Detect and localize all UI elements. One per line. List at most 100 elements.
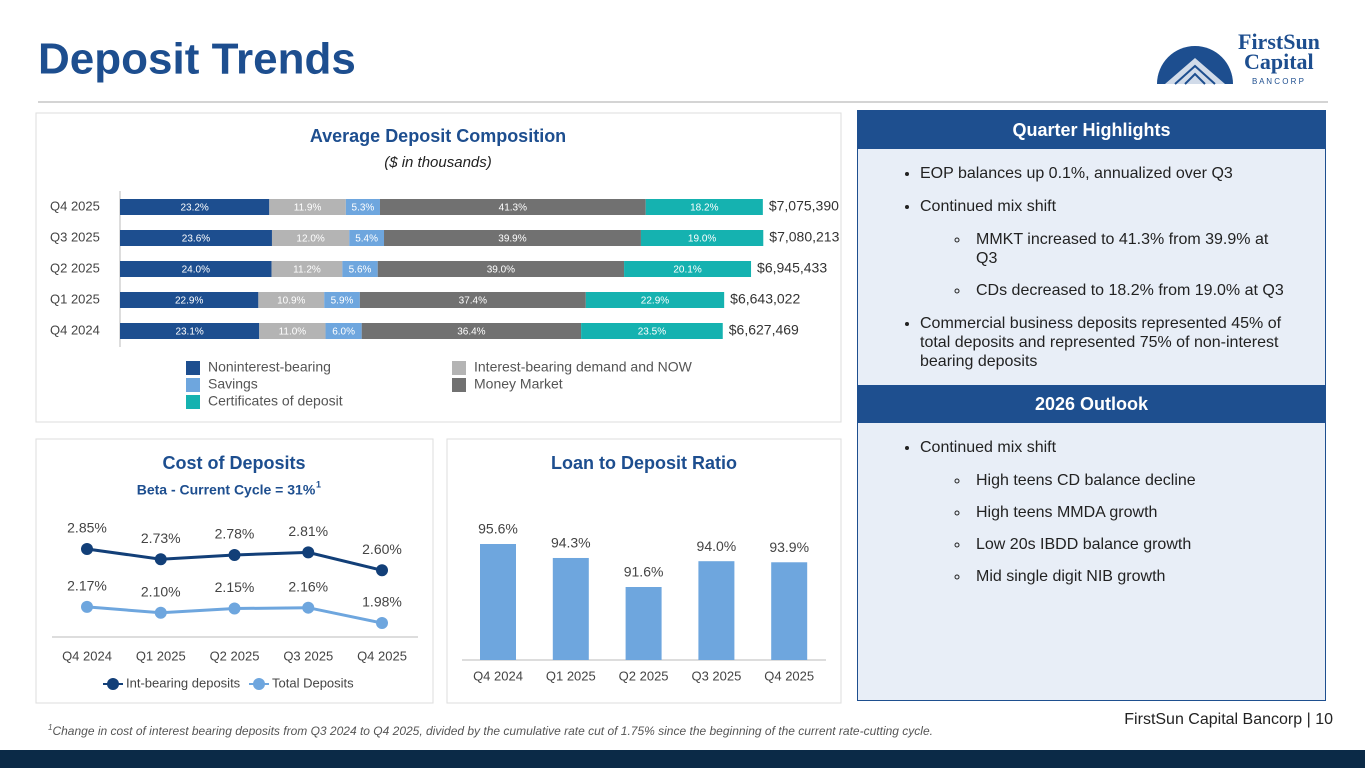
bar-segment — [271, 261, 343, 277]
x-tick-label: Q1 2025 — [136, 648, 186, 663]
logo-text: FirstSun — [1238, 29, 1320, 54]
data-label: 2.17% — [67, 578, 107, 594]
data-label: 2.10% — [141, 583, 181, 599]
bullet-text: EOP balances up 0.1%, annualized over Q3 — [920, 165, 1233, 182]
data-label: 2.78% — [215, 526, 255, 542]
legend-swatch — [186, 395, 200, 409]
chart-title: Average Deposit Composition — [310, 126, 566, 146]
data-label: 23.5% — [638, 327, 666, 338]
highlights: Quarter Highlights EOP balances up 0.1%,… — [858, 111, 1325, 385]
data-label: 2.73% — [141, 530, 181, 546]
data-label: 18.2% — [690, 203, 718, 214]
outlook: 2026 Outlook Continued mix shift High tee… — [858, 385, 1325, 586]
panel-header: Quarter Highlights — [858, 111, 1325, 149]
panel — [35, 438, 434, 704]
legend-label: Money Market — [474, 376, 563, 392]
data-label: 19.0% — [688, 234, 716, 245]
data-label: 2.16% — [288, 578, 328, 594]
logo-roof — [1165, 58, 1225, 84]
chart-title: Loan to Deposit Ratio — [551, 453, 737, 473]
bullet: EOP balances up 0.1%, annualized over Q3 — [920, 164, 1285, 183]
page-number: 10 — [1315, 711, 1333, 728]
logo-lines — [1174, 64, 1216, 85]
x-tick-label: Q3 2025 — [283, 648, 333, 663]
total-label: $6,627,469 — [729, 322, 799, 338]
x-tick-label: Q4 2024 — [62, 648, 112, 663]
data-label: 2.60% — [362, 541, 402, 557]
category-label: Q4 2025 — [50, 198, 100, 213]
bar-segment — [120, 230, 272, 246]
data-label: 5.6% — [349, 265, 372, 276]
footnote-marker: 1 — [48, 723, 53, 732]
bar-segment — [640, 230, 764, 246]
bar — [771, 562, 808, 660]
data-label: 22.9% — [175, 296, 203, 307]
point — [154, 606, 167, 619]
point — [376, 564, 388, 577]
data-label: 37.4% — [459, 296, 487, 307]
data-label: 20.1% — [673, 265, 701, 276]
data-label: 24.0% — [182, 265, 210, 276]
bar-segment — [258, 292, 325, 308]
x-tick-label: Q3 2025 — [691, 668, 741, 683]
sub-bullet: Mid single digit NIB growth — [970, 567, 1285, 586]
bar — [698, 561, 735, 660]
bullet: Continued mix shift High teens CD balance… — [920, 438, 1285, 586]
bar-segment — [349, 230, 385, 246]
slide-title: Deposit Trends — [38, 35, 356, 84]
legend-label: Interest-bearing demand and NOW — [474, 359, 693, 375]
chart-title: Cost of Deposits — [162, 453, 305, 473]
point — [228, 548, 241, 561]
sub-bullet: MMKT increased to 41.3% from 39.9% at Q3 — [970, 230, 1285, 268]
bar-segment — [269, 199, 346, 215]
x-tick-label: Q2 2025 — [210, 648, 260, 663]
data-label: 1.98% — [362, 594, 402, 610]
sub-list: MMKT increased to 41.3% from 39.9% at Q3… — [920, 230, 1285, 300]
bar-segment — [377, 261, 625, 277]
footer: FirstSun Capital Bancorp | 10 — [1124, 711, 1333, 729]
bar — [480, 544, 516, 660]
legend-label: Total Deposits — [272, 675, 354, 690]
legend-swatch — [186, 361, 200, 375]
legend-marker — [107, 678, 119, 690]
data-label: 5.3% — [352, 203, 375, 214]
sub-bullet: High teens CD balance decline — [970, 471, 1285, 490]
category-label: Q1 2025 — [50, 291, 100, 306]
x-tick-label: Q4 2025 — [764, 668, 814, 683]
point — [302, 601, 315, 614]
total-label: $7,075,390 — [769, 198, 839, 214]
legend-label: Noninterest-bearing — [208, 359, 331, 375]
bar-segment — [271, 230, 350, 246]
bullet: Continued mix shift MMKT increased to 41.… — [920, 197, 1285, 300]
bar-segment — [120, 199, 270, 215]
subtitle-note: 1 — [316, 479, 321, 489]
data-label: 2.85% — [67, 520, 107, 536]
bullet-text: Continued mix shift — [920, 439, 1057, 456]
sub-list: High teens CD balance decline High teens … — [920, 471, 1285, 586]
point — [228, 602, 241, 615]
x-tick-label: Q4 2024 — [473, 668, 523, 683]
total-label: $6,643,022 — [730, 291, 800, 307]
data-label: 2.15% — [215, 579, 255, 595]
data-label: 5.4% — [355, 234, 378, 245]
footnote-text: Change in cost of interest bearing depos… — [52, 724, 933, 738]
bullet-text: Continued mix shift — [920, 198, 1057, 215]
data-label: 2.81% — [288, 523, 328, 539]
data-label: 23.1% — [175, 327, 203, 338]
x-tick-label: Q4 2025 — [357, 648, 407, 663]
point — [376, 617, 388, 629]
footer-bar — [0, 750, 1365, 768]
total-label: $7,080,213 — [769, 229, 839, 245]
legend-marker — [253, 678, 265, 690]
bar-segment — [120, 261, 272, 277]
logo-text: B A N C O R P — [1252, 77, 1304, 86]
total-label: $6,945,433 — [757, 260, 827, 276]
side-panel: Quarter Highlights EOP balances up 0.1%,… — [857, 110, 1326, 701]
bar-segment — [645, 199, 763, 215]
bar-segment — [325, 323, 362, 339]
bar-segment — [120, 292, 259, 308]
legend-label: Certificates of deposit — [208, 393, 343, 409]
bullet-text: Commercial business deposits represented… — [920, 315, 1282, 370]
point — [302, 546, 315, 559]
